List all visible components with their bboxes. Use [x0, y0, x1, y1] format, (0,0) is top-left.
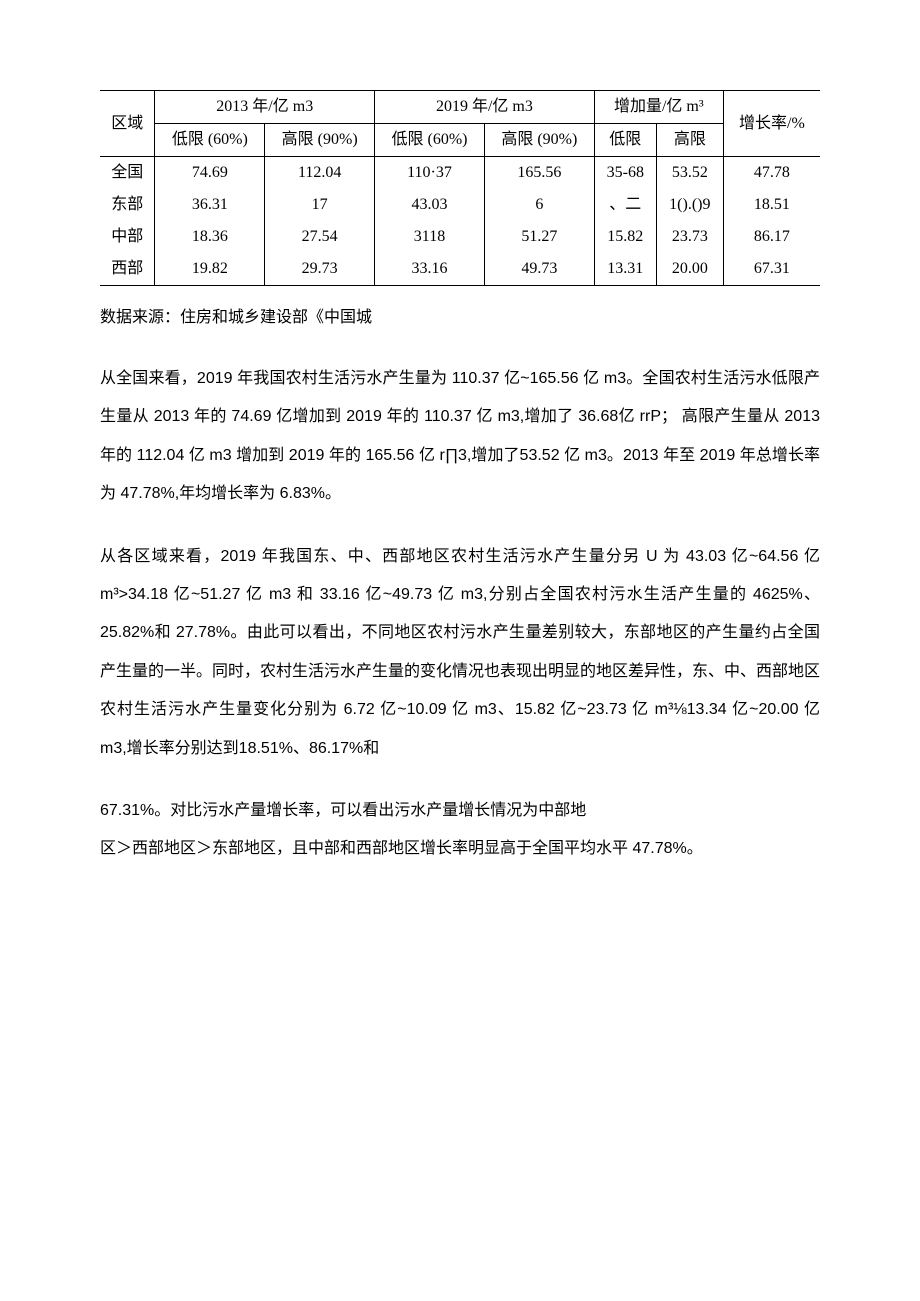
- table-row: 全国 74.69 112.04 110·37 165.56 35-68 53.5…: [100, 157, 820, 190]
- col-2019: 2019 年/亿 m3: [375, 91, 595, 124]
- cell: 、二: [594, 189, 656, 221]
- cell-region: 西部: [100, 253, 155, 286]
- cell: 13.31: [594, 253, 656, 286]
- cell: 3118: [375, 221, 485, 253]
- col-increase: 增加量/亿 m³: [594, 91, 723, 124]
- cell: 17: [265, 189, 375, 221]
- cell: 6: [484, 189, 594, 221]
- cell: 43.03: [375, 189, 485, 221]
- col-2013: 2013 年/亿 m3: [155, 91, 375, 124]
- col-high2019: 高限 (90%): [484, 124, 594, 157]
- cell: 35-68: [594, 157, 656, 190]
- cell: 27.54: [265, 221, 375, 253]
- cell: 86.17: [723, 221, 820, 253]
- cell: 47.78: [723, 157, 820, 190]
- col-growth: 增长率/%: [723, 91, 820, 157]
- cell: 112.04: [265, 157, 375, 190]
- paragraph-1: 从全国来看，2019 年我国农村生活污水产生量为 110.37 亿~165.56…: [100, 360, 820, 514]
- table-row: 东部 36.31 17 43.03 6 、二 1().()9 18.51: [100, 189, 820, 221]
- cell: 74.69: [155, 157, 265, 190]
- cell: 110·37: [375, 157, 485, 190]
- paragraph-3: 67.31%。对比污水产量增长率，可以看出污水产量增长情况为中部地: [100, 792, 820, 830]
- col-low2019: 低限 (60%): [375, 124, 485, 157]
- col-lowinc: 低限: [594, 124, 656, 157]
- cell: 18.51: [723, 189, 820, 221]
- cell: 33.16: [375, 253, 485, 286]
- cell: 19.82: [155, 253, 265, 286]
- cell: 15.82: [594, 221, 656, 253]
- cell-region: 东部: [100, 189, 155, 221]
- paragraph-4: 区＞西部地区＞东部地区，且中部和西部地区增长率明显高于全国平均水平 47.78%…: [100, 830, 820, 868]
- cell: 67.31: [723, 253, 820, 286]
- table-row: 西部 19.82 29.73 33.16 49.73 13.31 20.00 6…: [100, 253, 820, 286]
- cell: 20.00: [656, 253, 723, 286]
- cell: 53.52: [656, 157, 723, 190]
- cell: 1().()9: [656, 189, 723, 221]
- data-source: 数据来源：住房和城乡建设部《中国城: [100, 306, 820, 330]
- cell: 23.73: [656, 221, 723, 253]
- col-region: 区域: [100, 91, 155, 157]
- cell: 29.73: [265, 253, 375, 286]
- cell: 51.27: [484, 221, 594, 253]
- col-highinc: 高限: [656, 124, 723, 157]
- wastewater-table: 区域 2013 年/亿 m3 2019 年/亿 m3 增加量/亿 m³ 增长率/…: [100, 90, 820, 286]
- paragraph-2: 从各区域来看，2019 年我国东、中、西部地区农村生活污水产生量分另 U 为 4…: [100, 538, 820, 768]
- table-row: 中部 18.36 27.54 3118 51.27 15.82 23.73 86…: [100, 221, 820, 253]
- col-low2013: 低限 (60%): [155, 124, 265, 157]
- cell-region: 中部: [100, 221, 155, 253]
- cell-region: 全国: [100, 157, 155, 190]
- cell: 18.36: [155, 221, 265, 253]
- cell: 165.56: [484, 157, 594, 190]
- col-high2013: 高限 (90%): [265, 124, 375, 157]
- cell: 49.73: [484, 253, 594, 286]
- cell: 36.31: [155, 189, 265, 221]
